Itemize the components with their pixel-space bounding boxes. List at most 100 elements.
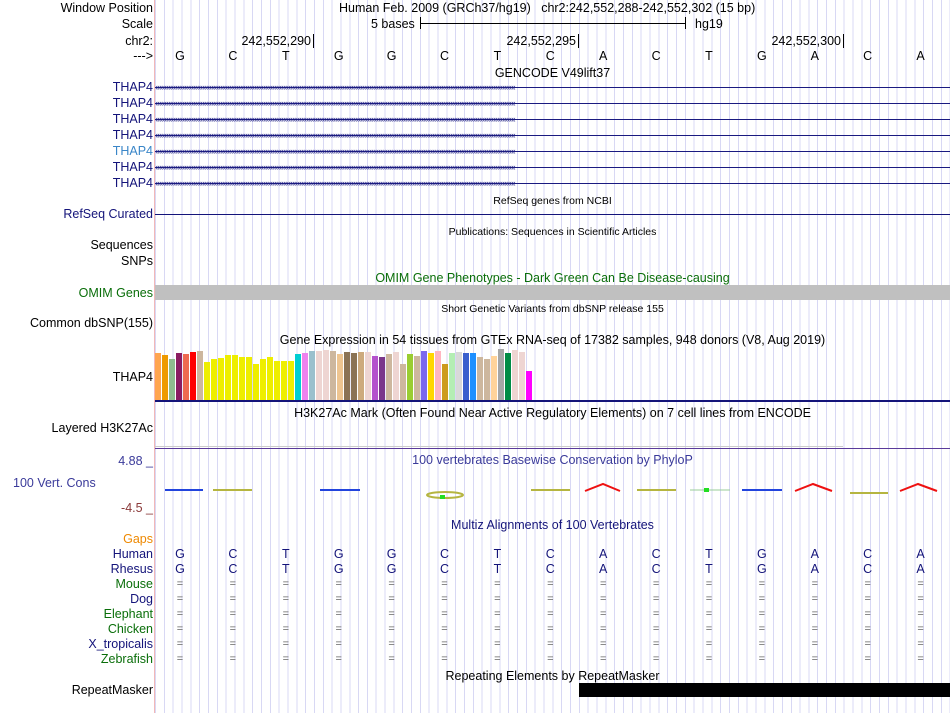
gtex-bar[interactable]: [281, 360, 287, 401]
gtex-bar[interactable]: [155, 353, 161, 401]
dbsnp-label[interactable]: Common dbSNP(155): [30, 316, 153, 330]
gtex-bar[interactable]: [246, 356, 252, 401]
gtex-bar[interactable]: [253, 364, 259, 401]
gtex-bar[interactable]: [323, 350, 329, 401]
gene-model[interactable]: ‹‹‹‹‹‹‹‹‹‹‹‹‹‹‹‹‹‹‹‹‹‹‹‹‹‹‹‹‹‹‹‹‹‹‹‹‹‹‹‹…: [155, 147, 950, 156]
gene-label[interactable]: THAP4: [112, 96, 153, 110]
gtex-bar[interactable]: [512, 350, 518, 401]
gene-label[interactable]: THAP4: [112, 176, 153, 190]
omim-label[interactable]: OMIM Genes: [78, 286, 153, 300]
gtex-bar[interactable]: [316, 351, 322, 401]
aligned-base: C: [439, 547, 450, 561]
aligned-base: =: [441, 593, 448, 605]
gtex-bar[interactable]: [211, 358, 217, 401]
species-label[interactable]: Rhesus: [110, 562, 153, 576]
gtex-bar[interactable]: [505, 353, 511, 401]
gtex-bar[interactable]: [456, 352, 462, 401]
gene-label[interactable]: THAP4: [112, 80, 153, 94]
gtex-bar[interactable]: [197, 351, 203, 401]
aligned-base: =: [705, 608, 713, 620]
coord-tick: 242,552,290: [241, 34, 314, 48]
gtex-bar[interactable]: [225, 354, 231, 401]
repeat-element[interactable]: [579, 683, 950, 697]
omim-bar[interactable]: [155, 285, 950, 300]
gene-model[interactable]: ‹‹‹‹‹‹‹‹‹‹‹‹‹‹‹‹‹‹‹‹‹‹‹‹‹‹‹‹‹‹‹‹‹‹‹‹‹‹‹‹…: [155, 179, 950, 188]
species-label[interactable]: Zebrafish: [100, 652, 153, 666]
gene-model[interactable]: ‹‹‹‹‹‹‹‹‹‹‹‹‹‹‹‹‹‹‹‹‹‹‹‹‹‹‹‹‹‹‹‹‹‹‹‹‹‹‹‹…: [155, 115, 950, 124]
gtex-bar[interactable]: [414, 355, 420, 401]
gtex-bar[interactable]: [288, 360, 294, 401]
gtex-bar[interactable]: [162, 354, 168, 401]
gtex-bar[interactable]: [190, 352, 196, 401]
gtex-bar[interactable]: [295, 354, 301, 401]
aligned-base: C: [651, 547, 661, 561]
snps-label[interactable]: SNPs: [121, 254, 153, 268]
gtex-bar[interactable]: [470, 353, 476, 401]
gtex-bar[interactable]: [526, 370, 532, 401]
gene-label[interactable]: THAP4: [112, 160, 153, 174]
gene-model[interactable]: ‹‹‹‹‹‹‹‹‹‹‹‹‹‹‹‹‹‹‹‹‹‹‹‹‹‹‹‹‹‹‹‹‹‹‹‹‹‹‹‹…: [155, 99, 950, 108]
h3k27ac-label[interactable]: Layered H3K27Ac: [51, 421, 153, 435]
gtex-bar[interactable]: [183, 354, 189, 401]
species-label[interactable]: X_tropicalis: [88, 637, 153, 651]
gtex-bar[interactable]: [421, 351, 427, 401]
gene-model[interactable]: ‹‹‹‹‹‹‹‹‹‹‹‹‹‹‹‹‹‹‹‹‹‹‹‹‹‹‹‹‹‹‹‹‹‹‹‹‹‹‹‹…: [155, 83, 950, 92]
gtex-bar-chart[interactable]: [155, 348, 535, 401]
gtex-bar[interactable]: [484, 358, 490, 401]
gtex-bar[interactable]: [302, 353, 308, 401]
phylop-label[interactable]: 100 Vert. Cons: [13, 476, 96, 490]
gtex-bar[interactable]: [239, 356, 245, 401]
gene-label[interactable]: THAP4: [112, 128, 153, 142]
species-label[interactable]: Mouse: [115, 577, 153, 591]
gtex-bar[interactable]: [351, 353, 357, 401]
species-label[interactable]: Human: [112, 547, 153, 561]
gtex-bar[interactable]: [337, 354, 343, 401]
species-label[interactable]: Elephant: [103, 607, 153, 621]
gtex-bar[interactable]: [477, 356, 483, 401]
gtex-bar[interactable]: [365, 352, 371, 401]
gtex-label[interactable]: THAP4: [112, 370, 153, 384]
phylop-graph[interactable]: [155, 480, 950, 505]
gtex-bar[interactable]: [407, 354, 413, 401]
species-label[interactable]: Chicken: [107, 622, 153, 636]
aligned-base: =: [335, 608, 342, 620]
gtex-bar[interactable]: [232, 354, 238, 401]
gtex-bar[interactable]: [267, 356, 273, 401]
gtex-bar[interactable]: [393, 352, 399, 401]
gtex-bar[interactable]: [519, 352, 525, 401]
gtex-bar[interactable]: [358, 352, 364, 401]
gtex-bar[interactable]: [274, 360, 280, 401]
gtex-bar[interactable]: [204, 362, 210, 401]
gtex-bar[interactable]: [218, 357, 224, 401]
gtex-bar[interactable]: [400, 364, 406, 401]
gene-label[interactable]: THAP4: [112, 112, 153, 126]
sequences-label[interactable]: Sequences: [90, 238, 153, 252]
gtex-bar[interactable]: [344, 352, 350, 401]
gtex-bar[interactable]: [442, 364, 448, 401]
gtex-bar[interactable]: [498, 349, 504, 401]
gtex-bar[interactable]: [169, 358, 175, 401]
gene-label[interactable]: THAP4: [112, 144, 153, 158]
aligned-base: =: [917, 623, 924, 635]
gtex-bar[interactable]: [386, 354, 392, 401]
gtex-bar[interactable]: [372, 355, 378, 401]
gtex-bar[interactable]: [330, 351, 336, 401]
repeatmasker-label[interactable]: RepeatMasker: [71, 683, 153, 697]
gtex-bar[interactable]: [428, 353, 434, 401]
refseq-line[interactable]: [155, 214, 950, 215]
gtex-bar[interactable]: [491, 355, 497, 401]
gtex-bar[interactable]: [176, 353, 182, 401]
gtex-bar[interactable]: [379, 356, 385, 401]
gtex-bar[interactable]: [435, 351, 441, 401]
gtex-bar[interactable]: [449, 353, 455, 401]
chrom-label: chr2:: [125, 34, 153, 48]
gtex-bar[interactable]: [309, 351, 315, 401]
species-label[interactable]: Dog: [130, 592, 153, 606]
gene-model[interactable]: ‹‹‹‹‹‹‹‹‹‹‹‹‹‹‹‹‹‹‹‹‹‹‹‹‹‹‹‹‹‹‹‹‹‹‹‹‹‹‹‹…: [155, 131, 950, 140]
aligned-base: =: [335, 578, 342, 590]
gaps-label[interactable]: Gaps: [123, 532, 153, 546]
gtex-bar[interactable]: [260, 358, 266, 401]
gene-model[interactable]: ‹‹‹‹‹‹‹‹‹‹‹‹‹‹‹‹‹‹‹‹‹‹‹‹‹‹‹‹‹‹‹‹‹‹‹‹‹‹‹‹…: [155, 163, 950, 172]
refseq-label[interactable]: RefSeq Curated: [63, 207, 153, 221]
gtex-bar[interactable]: [463, 353, 469, 401]
